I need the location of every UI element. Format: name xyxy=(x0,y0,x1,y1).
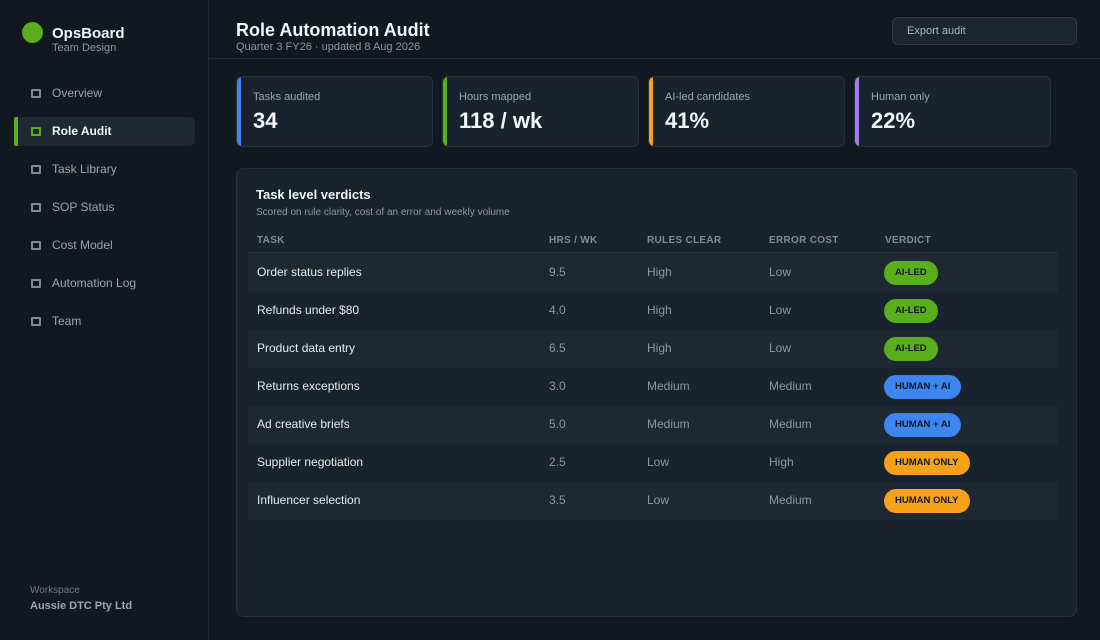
verdict-badge: AI-LED xyxy=(884,337,938,361)
verdict-badge: HUMAN ONLY xyxy=(884,489,970,513)
sidebar-item-automation-log[interactable]: Automation Log xyxy=(14,269,195,298)
table-body: Order status replies 9.5 High Low AI-LED… xyxy=(248,254,1058,520)
error-cost-cell: Low xyxy=(769,265,792,279)
sidebar-item-task-library[interactable]: Task Library xyxy=(14,155,195,184)
table-row[interactable]: Ad creative briefs 5.0 Medium Medium HUM… xyxy=(248,406,1058,444)
hours-cell: 2.5 xyxy=(549,455,566,469)
stat-value: 41% xyxy=(665,108,710,133)
stat-label: Hours mapped xyxy=(459,91,532,103)
sidebar-item-sop-status[interactable]: SOP Status xyxy=(14,193,195,222)
sidebar-item-label: Task Library xyxy=(52,162,117,176)
square-icon xyxy=(31,241,41,250)
error-cost-cell: Medium xyxy=(769,417,812,431)
hours-cell: 6.5 xyxy=(549,341,566,355)
rules-clear-cell: High xyxy=(647,303,672,317)
sidebar-item-overview[interactable]: Overview xyxy=(14,79,195,108)
sidebar: OpsBoard Team Design Overview Role Audit… xyxy=(0,0,209,640)
hours-cell: 5.0 xyxy=(549,417,566,431)
square-icon xyxy=(31,279,41,288)
table-header: TASK HRS / WK RULES CLEAR ERROR COST VER… xyxy=(248,229,1058,253)
panel-title: Task level verdicts xyxy=(256,187,371,202)
brand-subtitle: Team Design xyxy=(52,42,117,54)
column-header-rules-clear[interactable]: RULES CLEAR xyxy=(647,235,722,246)
table-row[interactable]: Influencer selection 3.5 Low Medium HUMA… xyxy=(248,482,1058,520)
task-cell: Order status replies xyxy=(257,265,362,279)
square-icon xyxy=(31,165,41,174)
error-cost-cell: Medium xyxy=(769,379,812,393)
square-icon xyxy=(31,127,41,136)
hours-cell: 4.0 xyxy=(549,303,566,317)
sidebar-item-role-audit[interactable]: Role Audit xyxy=(14,117,195,146)
stat-value: 118 / wk xyxy=(459,108,543,133)
task-cell: Ad creative briefs xyxy=(257,417,350,431)
verdicts-panel: Task level verdicts Scored on rule clari… xyxy=(236,168,1077,617)
task-cell: Influencer selection xyxy=(257,493,361,507)
rules-clear-cell: High xyxy=(647,341,672,355)
table-row[interactable]: Order status replies 9.5 High Low AI-LED xyxy=(248,254,1058,292)
workspace-name: Aussie DTC Pty Ltd xyxy=(30,600,133,612)
task-cell: Refunds under $80 xyxy=(257,303,360,317)
sidebar-item-label: Role Audit xyxy=(52,124,112,138)
column-header-error-cost[interactable]: ERROR COST xyxy=(769,235,839,246)
page-subtitle: Quarter 3 FY26 · updated 8 Aug 2026 xyxy=(236,41,421,53)
stat-card-tasks-audited: Tasks audited 34 xyxy=(236,76,433,147)
error-cost-cell: Low xyxy=(769,341,792,355)
stat-label: Tasks audited xyxy=(253,91,321,103)
workspace-info: Workspace Aussie DTC Pty Ltd xyxy=(30,585,132,612)
panel-subtitle: Scored on rule clarity, cost of an error… xyxy=(256,207,510,218)
verdict-badge: HUMAN ONLY xyxy=(884,451,970,475)
error-cost-cell: High xyxy=(769,455,794,469)
table-row[interactable]: Returns exceptions 3.0 Medium Medium HUM… xyxy=(248,368,1058,406)
verdict-badge: AI-LED xyxy=(884,261,938,285)
sidebar-item-label: Cost Model xyxy=(52,238,113,252)
hours-cell: 9.5 xyxy=(549,265,566,279)
square-icon xyxy=(31,317,41,326)
page-title: Role Automation Audit xyxy=(236,20,430,40)
square-icon xyxy=(31,203,41,212)
table-row[interactable]: Supplier negotiation 2.5 Low High HUMAN … xyxy=(248,444,1058,482)
stat-card-human-only: Human only 22% xyxy=(854,76,1051,147)
hours-cell: 3.0 xyxy=(549,379,566,393)
stat-value: 22% xyxy=(871,108,916,133)
table-row[interactable]: Product data entry 6.5 High Low AI-LED xyxy=(248,330,1058,368)
column-header-hours[interactable]: HRS / WK xyxy=(549,235,598,246)
page-header: Role Automation Audit Quarter 3 FY26 · u… xyxy=(209,0,1100,59)
rules-clear-cell: Low xyxy=(647,455,670,469)
workspace-label: Workspace xyxy=(30,585,80,596)
table-row[interactable]: Refunds under $80 4.0 High Low AI-LED xyxy=(248,292,1058,330)
rules-clear-cell: Medium xyxy=(647,379,690,393)
square-icon xyxy=(31,89,41,98)
task-cell: Returns exceptions xyxy=(257,379,360,393)
stat-card-hours-mapped: Hours mapped 118 / wk xyxy=(442,76,639,147)
stat-label: Human only xyxy=(871,91,930,103)
rules-clear-cell: High xyxy=(647,265,672,279)
verdict-badge: AI-LED xyxy=(884,299,938,323)
sidebar-nav: Overview Role Audit Task Library SOP Sta… xyxy=(14,79,195,345)
sidebar-item-cost-model[interactable]: Cost Model xyxy=(14,231,195,260)
rules-clear-cell: Medium xyxy=(647,417,690,431)
column-header-task[interactable]: TASK xyxy=(257,235,285,246)
sidebar-item-label: Overview xyxy=(52,86,103,100)
error-cost-cell: Medium xyxy=(769,493,812,507)
column-header-verdict[interactable]: VERDICT xyxy=(885,235,931,246)
verdict-badge: HUMAN + AI xyxy=(884,413,962,437)
stat-value: 34 xyxy=(253,108,278,133)
stat-label: AI-led candidates xyxy=(665,91,750,103)
sidebar-item-label: SOP Status xyxy=(52,200,115,214)
rules-clear-cell: Low xyxy=(647,493,670,507)
sidebar-item-label: Team xyxy=(52,314,82,328)
task-cell: Product data entry xyxy=(257,341,356,355)
task-cell: Supplier negotiation xyxy=(257,455,364,469)
verdict-badge: HUMAN + AI xyxy=(884,375,962,399)
brand-name: OpsBoard xyxy=(52,25,125,42)
stat-card-ai-led-candidates: AI-led candidates 41% xyxy=(648,76,845,147)
export-audit-button[interactable]: Export audit xyxy=(892,17,1077,45)
brand-logo-icon xyxy=(22,22,43,43)
error-cost-cell: Low xyxy=(769,303,792,317)
hours-cell: 3.5 xyxy=(549,493,566,507)
sidebar-item-label: Automation Log xyxy=(52,276,137,290)
sidebar-item-team[interactable]: Team xyxy=(14,307,195,336)
